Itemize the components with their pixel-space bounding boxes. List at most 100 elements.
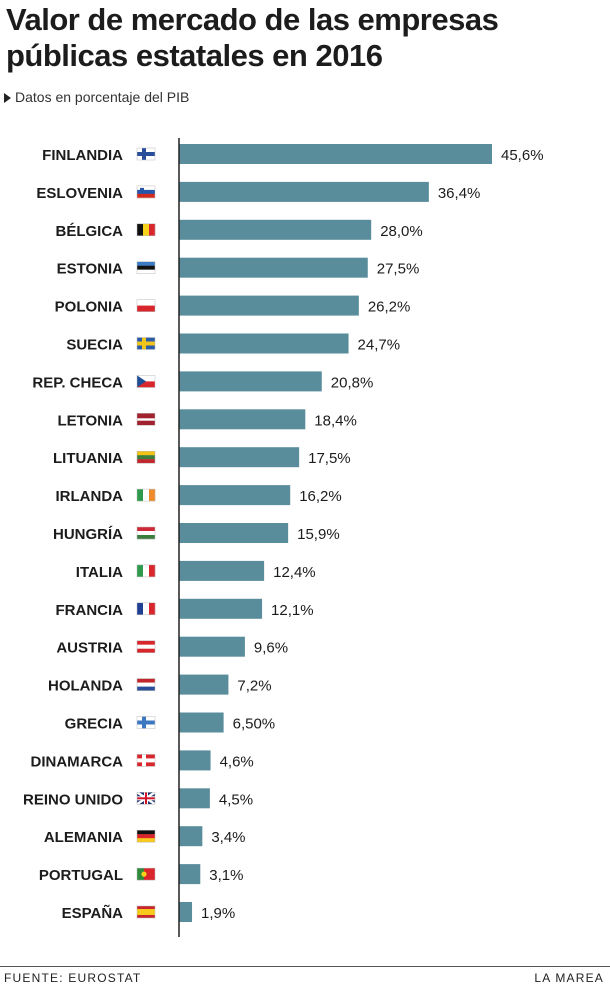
- bar-chart: FINLANDIA 45,6% ESLOVENIA 36,4% BÉLGICA 28,0%…: [23, 138, 544, 937]
- bar-row: HOLANDA 7,2%: [48, 674, 272, 695]
- bar-row: LITUANIA 17,5%: [53, 447, 351, 468]
- value-label: 12,4%: [273, 564, 316, 581]
- flag-cross-inner-h: [137, 797, 155, 800]
- flag-cross-h: [137, 341, 155, 346]
- bar: [179, 219, 372, 240]
- flag-border: [136, 375, 156, 388]
- bar-row: ESLOVENIA 36,4%: [36, 181, 480, 202]
- category-label: PORTUGAL: [39, 867, 123, 884]
- bar: [179, 409, 306, 430]
- bar-row: ITALIA 12,4%: [76, 560, 316, 581]
- category-label: IRLANDA: [56, 488, 124, 505]
- bar-row: SUECIA 24,7%: [66, 333, 401, 354]
- bar: [179, 750, 211, 771]
- bar-row: DINAMARCA 4,6%: [31, 750, 254, 771]
- flag-border: [136, 526, 156, 540]
- value-label: 6,50%: [233, 716, 276, 733]
- value-label: 24,7%: [358, 337, 401, 354]
- value-label: 15,9%: [297, 526, 340, 543]
- flag-stripe: [137, 269, 155, 274]
- flag-border: [136, 716, 156, 729]
- flag-stripe: [143, 564, 150, 577]
- bar: [179, 598, 263, 619]
- bar-row: FINLANDIA 45,6%: [42, 144, 544, 164]
- flag-latvia-icon: [136, 413, 156, 426]
- flag-emblem: [141, 871, 147, 877]
- value-label: 4,6%: [220, 753, 254, 770]
- flag-stripe: [137, 305, 155, 312]
- flag-sweden-icon: [136, 337, 156, 350]
- bar-row: REINO UNIDO 4,5%: [23, 788, 253, 809]
- value-label: 26,2%: [368, 299, 411, 316]
- flag-border: [136, 299, 156, 312]
- flag-italy-icon: [136, 564, 156, 578]
- bar-row: HUNGRÍA 15,9%: [53, 523, 340, 543]
- category-label: ESTONIA: [57, 261, 124, 278]
- value-label: 20,8%: [331, 374, 374, 391]
- flag-stripe: [137, 265, 155, 270]
- bar-row: BÉLGICA 28,0%: [56, 219, 423, 240]
- category-label: REINO UNIDO: [23, 791, 123, 808]
- flag-lithuania-icon: [136, 450, 156, 464]
- flag-netherlands-icon: [136, 678, 156, 691]
- flag-border: [136, 261, 156, 274]
- flag-cross-h: [137, 758, 155, 763]
- flag-stripe: [137, 189, 155, 195]
- bar: [179, 864, 201, 885]
- category-label: POLONIA: [55, 299, 124, 316]
- category-label: GRECIA: [65, 716, 124, 733]
- flag-stripe: [137, 682, 155, 687]
- flag-border: [136, 905, 156, 919]
- value-label: 18,4%: [314, 412, 357, 429]
- category-label: FRANCIA: [56, 602, 124, 619]
- value-label: 3,1%: [209, 867, 243, 884]
- flag-stripe: [149, 564, 156, 577]
- value-label: 7,2%: [237, 678, 271, 695]
- chart-subtitle: Datos en porcentaje del PIB: [4, 89, 189, 105]
- bar-row: POLONIA 26,2%: [55, 295, 411, 316]
- footer: FUENTE: EUROSTAT LA MAREA: [0, 966, 610, 985]
- flag-stripe: [137, 375, 155, 382]
- flag-stripe: [137, 838, 155, 843]
- category-label: HUNGRÍA: [53, 526, 123, 543]
- bar: [179, 788, 210, 809]
- bar: [179, 485, 291, 506]
- flag-border: [136, 640, 156, 653]
- flag-spain-icon: [136, 905, 156, 919]
- flag-stripe: [137, 531, 155, 536]
- flag-stripe: [137, 455, 155, 460]
- flag-stripe: [137, 644, 155, 649]
- flag-border: [136, 564, 156, 578]
- flag-ireland-icon: [136, 488, 156, 502]
- bar: [179, 902, 193, 922]
- flag-border: [136, 337, 156, 350]
- flag-austria-icon: [136, 640, 156, 653]
- flag-stripe: [137, 223, 144, 236]
- bar: [179, 560, 265, 581]
- bar: [179, 523, 289, 543]
- bar: [179, 712, 224, 733]
- bar: [179, 181, 429, 202]
- category-label: LETONIA: [57, 412, 123, 429]
- category-label: AUSTRIA: [56, 640, 123, 657]
- flag-border: [136, 223, 156, 237]
- value-label: 45,6%: [501, 147, 544, 164]
- value-label: 9,6%: [254, 640, 288, 657]
- flag-poland-icon: [136, 299, 156, 312]
- flag-stripe: [137, 648, 155, 653]
- flag-stripe: [137, 564, 144, 577]
- bar-row: PORTUGAL 3,1%: [39, 864, 243, 885]
- flag-border: [136, 488, 156, 502]
- category-label: ITALIA: [76, 564, 123, 581]
- flag-denmark-icon: [136, 754, 156, 767]
- flag-stripe: [137, 193, 155, 199]
- flag-finland-icon: [136, 147, 156, 161]
- bar: [179, 333, 349, 354]
- flag-uk-icon: [136, 791, 156, 806]
- flag-border: [136, 829, 156, 843]
- flag-stripe: [137, 868, 144, 881]
- flag-stripe: [143, 602, 150, 615]
- flag-stripe: [137, 527, 155, 532]
- category-label: REP. CHECA: [32, 374, 123, 391]
- flag-stripe: [137, 418, 155, 421]
